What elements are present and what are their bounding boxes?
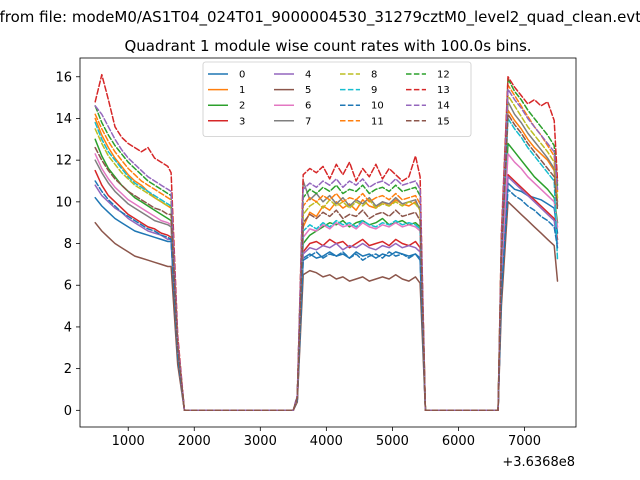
legend-label-3: 3	[239, 116, 245, 127]
legend-label-4: 4	[305, 70, 311, 81]
x-tick-label: 4000	[310, 434, 343, 449]
legend-label-0: 0	[239, 70, 245, 81]
plot-area: 1000 2000 3000 4000 5000 6000 7000024681012141…	[55, 57, 577, 449]
series-line-15	[94, 113, 559, 412]
y-tick-label: 16	[55, 70, 72, 85]
x-tick-label: 2000	[178, 434, 211, 449]
legend-label-15: 15	[437, 116, 450, 127]
y-tick-label: 0	[64, 404, 72, 419]
legend-label-13: 13	[437, 85, 450, 96]
legend-label-12: 12	[437, 70, 450, 81]
legend-box	[202, 61, 472, 137]
legend-label-8: 8	[371, 70, 377, 81]
y-tick-label: 12	[55, 154, 72, 169]
chart-title: Quadrant 1 module wise count rates with …	[124, 37, 531, 55]
series-line-10	[94, 180, 559, 412]
series-line-13	[94, 73, 559, 412]
y-tick-label: 8	[64, 237, 72, 252]
legend-label-1: 1	[239, 85, 245, 96]
x-tick-label: 7000	[508, 434, 541, 449]
y-tick-label: 10	[55, 195, 72, 210]
series-line-5	[94, 201, 559, 412]
x-axis-offset-label: +3.6368e8	[502, 455, 575, 470]
y-tick-label: 2	[64, 362, 72, 377]
legend-label-11: 11	[371, 116, 384, 127]
legend-label-7: 7	[305, 116, 311, 127]
x-tick-label: 3000	[244, 434, 277, 449]
axes-frame	[79, 57, 577, 428]
figure-suptitle: Data from file: modeM0/AS1T04_024T01_900…	[0, 8, 640, 27]
legend-label-14: 14	[437, 101, 450, 112]
x-tick-label: 6000	[442, 434, 475, 449]
x-tick-label: 1000	[112, 434, 145, 449]
x-tick-label: 5000	[376, 434, 409, 449]
series-line-6	[94, 153, 559, 412]
legend-label-10: 10	[371, 101, 384, 112]
y-tick-label: 6	[64, 279, 72, 294]
y-tick-label: 4	[64, 320, 72, 335]
y-tick-label: 14	[55, 112, 72, 127]
legend-label-9: 9	[371, 85, 377, 96]
legend-label-6: 6	[305, 101, 311, 112]
legend-label-2: 2	[239, 101, 245, 112]
legend-label-5: 5	[305, 85, 311, 96]
series-lines	[94, 73, 559, 412]
